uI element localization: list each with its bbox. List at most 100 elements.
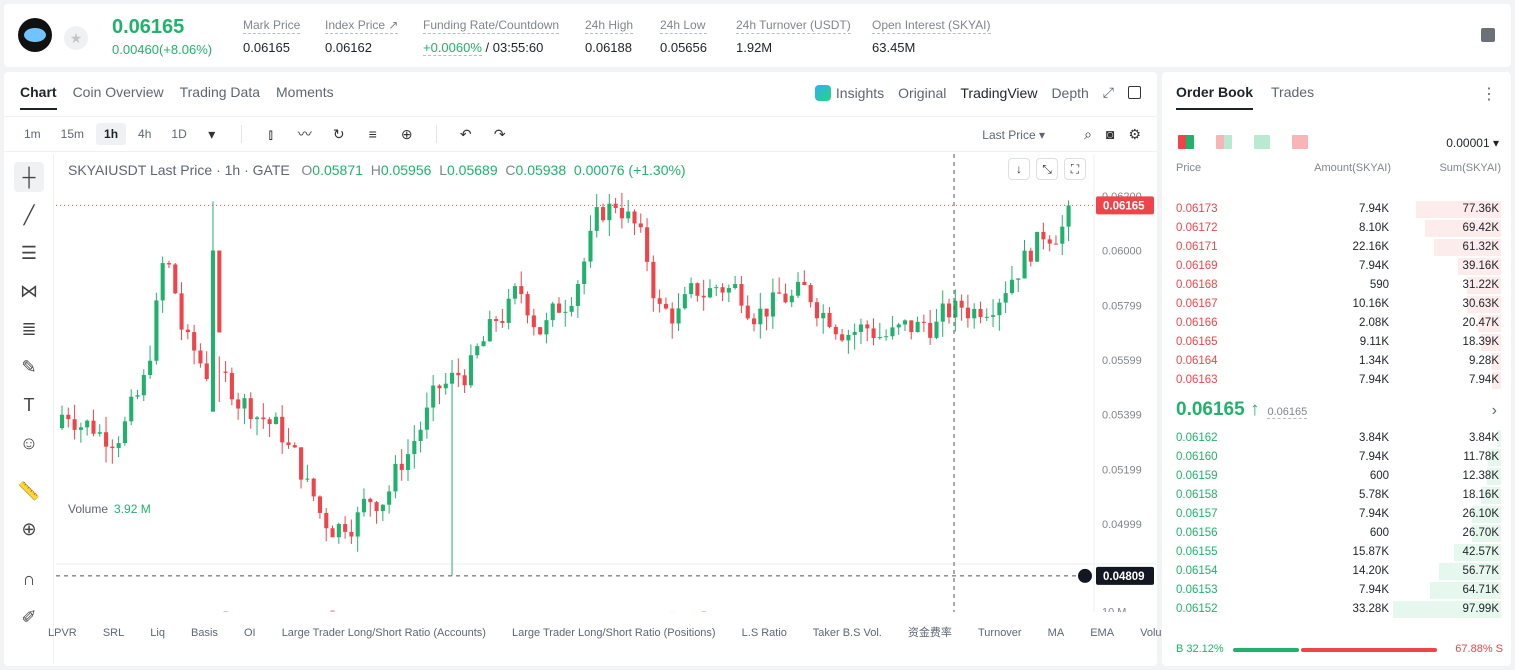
indicator-ema[interactable]: EMA	[1090, 627, 1115, 639]
stat-index-price[interactable]: Index Price ↗ 0.06162	[325, 18, 399, 55]
text-icon[interactable]: T	[23, 394, 35, 415]
camera-icon[interactable]: ◙	[1105, 126, 1115, 142]
indicator-srl[interactable]: SRL	[102, 627, 125, 639]
candle-type-icon[interactable]: ⫾	[268, 126, 273, 142]
candle-body	[1060, 226, 1065, 244]
candle-body	[129, 396, 134, 422]
tab-trading-data[interactable]: Trading Data	[179, 84, 261, 100]
candle-body	[236, 399, 241, 409]
undo-icon[interactable]: ↶	[459, 126, 472, 142]
search-icon[interactable]: ⌕	[1084, 126, 1092, 142]
bid-row[interactable]: 0.06153 7.94K 64.71K	[1162, 581, 1511, 600]
more-options-icon[interactable]: ⋮	[1481, 86, 1497, 103]
tab-depth[interactable]: Depth	[1051, 84, 1089, 101]
indicator-volume[interactable]: Volu	[1140, 627, 1162, 639]
redo-icon[interactable]: ↷	[493, 126, 506, 142]
collapse-icon[interactable]: ⤡	[1036, 158, 1058, 180]
candle-body	[745, 305, 750, 319]
ask-row[interactable]: 0.06165 9.11K 18.39K	[1162, 333, 1511, 352]
candle-body	[657, 298, 662, 304]
book-mixed-icon[interactable]	[1216, 135, 1232, 149]
bid-row[interactable]: 0.06158 5.78K 18.16K	[1162, 486, 1511, 505]
chevron-right-icon[interactable]: ›	[1491, 402, 1497, 419]
tab-trades[interactable]: Trades	[1271, 84, 1315, 100]
book-asks-icon[interactable]	[1292, 135, 1308, 149]
fib-icon[interactable]: ≣	[21, 318, 37, 339]
bid-row[interactable]: 0.06156 600 26.70K	[1162, 524, 1511, 543]
brush-icon[interactable]: ✎	[21, 356, 37, 377]
zoom-in-icon[interactable]: ⊕	[21, 518, 37, 539]
ask-row[interactable]: 0.06172 8.10K 69.42K	[1162, 219, 1511, 238]
ask-row[interactable]: 0.06169 7.94K 39.16K	[1162, 257, 1511, 276]
templates-icon[interactable]: ≡	[368, 126, 377, 142]
tab-tradingview[interactable]: TradingView	[960, 84, 1038, 101]
interval-1h[interactable]: 1h	[96, 123, 127, 145]
add-alert-icon[interactable]: ⊕	[400, 126, 413, 142]
indicator-oi[interactable]: OI	[244, 627, 256, 639]
book-both-icon[interactable]	[1178, 135, 1194, 149]
book-icon[interactable]	[1481, 28, 1495, 42]
bid-row[interactable]: 0.06152 33.28K 97.99K	[1162, 600, 1511, 619]
interval-4h[interactable]: 4h	[138, 127, 152, 141]
ask-row[interactable]: 0.06173 7.94K 77.36K	[1162, 200, 1511, 219]
tab-insights[interactable]: Insights	[814, 84, 884, 101]
bid-row[interactable]: 0.06155 15.87K 42.57K	[1162, 543, 1511, 562]
chevron-down-icon[interactable]: ▾	[208, 126, 216, 142]
indicators-icon[interactable]: 〰	[297, 126, 312, 142]
trend-line-icon[interactable]: ╱	[23, 204, 35, 225]
tab-order-book[interactable]: Order Book	[1176, 84, 1254, 110]
tab-coin-overview[interactable]: Coin Overview	[72, 84, 164, 100]
bid-row[interactable]: 0.06162 3.84K 3.84K	[1162, 429, 1511, 448]
ask-row[interactable]: 0.06163 7.94K 7.94K	[1162, 371, 1511, 390]
ask-row[interactable]: 0.06168 590 31.22K	[1162, 276, 1511, 295]
ask-row[interactable]: 0.06166 2.08K 20.47K	[1162, 314, 1511, 333]
indicator-ls-accounts[interactable]: Large Trader Long/Short Ratio (Accounts)	[281, 627, 486, 639]
favorite-star-icon[interactable]: ★	[64, 26, 88, 50]
mid-price[interactable]: 0.06165 ↑ 0.06165	[1176, 399, 1308, 421]
indicator-ls-ratio[interactable]: L.S Ratio	[741, 627, 787, 639]
indicator-funding-rate[interactable]: 资金费率	[907, 627, 952, 639]
tab-chart[interactable]: Chart	[20, 84, 57, 110]
bid-row[interactable]: 0.06157 7.94K 26.10K	[1162, 505, 1511, 524]
candlestick-chart[interactable]: 0.062000.060000.057990.055990.053990.051…	[56, 154, 1156, 612]
book-bids-icon[interactable]	[1254, 135, 1270, 149]
interval-1d[interactable]: 1D	[171, 127, 187, 141]
arrow-down-icon[interactable]: ↓	[1008, 158, 1030, 180]
price-source-select[interactable]: Last Price ▾	[982, 128, 1045, 142]
horizontal-lines-icon[interactable]: ☰	[20, 242, 38, 263]
tab-moments[interactable]: Moments	[276, 84, 334, 100]
replay-icon[interactable]: ↻	[332, 126, 345, 142]
emoji-icon[interactable]: ☺	[19, 432, 39, 453]
bid-row[interactable]: 0.06160 7.94K 11.78K	[1162, 448, 1511, 467]
magnet-icon[interactable]: ∩	[22, 568, 36, 589]
bid-row[interactable]: 0.06154 14.20K 56.77K	[1162, 562, 1511, 581]
indicator-liq[interactable]: Liq	[150, 627, 165, 639]
expand-icon[interactable]: ⤢	[1102, 84, 1114, 100]
indicator-ls-positions[interactable]: Large Trader Long/Short Ratio (Positions…	[511, 627, 716, 639]
indicator-taker-vol[interactable]: Taker B.S Vol.	[812, 627, 882, 639]
chart-view-tabs: Insights Original TradingView Depth ⤢	[814, 84, 1141, 101]
candle-body	[160, 263, 165, 301]
pencil-lock-icon[interactable]: ✐	[21, 606, 37, 627]
indicator-basis[interactable]: Basis	[191, 627, 218, 639]
bid-row[interactable]: 0.06159 600 12.38K	[1162, 467, 1511, 486]
indicator-ma[interactable]: MA	[1047, 627, 1065, 639]
indicator-turnover[interactable]: Turnover	[977, 627, 1022, 639]
gear-icon[interactable]: ⚙	[1128, 126, 1141, 142]
candle-body	[733, 284, 738, 289]
chart-legend: SKYAIUSDT Last Price · 1h · GATE O0.0587…	[68, 162, 686, 178]
ruler-icon[interactable]: 📏	[17, 480, 41, 501]
crosshair-icon[interactable]: ┼	[14, 162, 44, 192]
ask-row[interactable]: 0.06164 1.34K 9.28K	[1162, 352, 1511, 371]
maximize-icon[interactable]: ⛶	[1064, 158, 1086, 180]
indicator-lpvr[interactable]: LPVR	[48, 627, 77, 639]
precision-select[interactable]: 0.00001 ▾	[1446, 136, 1499, 150]
ask-row[interactable]: 0.06171 22.16K 61.32K	[1162, 238, 1511, 257]
tab-original[interactable]: Original	[898, 84, 947, 101]
window-icon[interactable]	[1128, 86, 1141, 99]
price-tick: 0.06000	[1102, 246, 1142, 258]
ask-row[interactable]: 0.06167 10.16K 30.63K	[1162, 295, 1511, 314]
interval-15m[interactable]: 15m	[60, 127, 85, 141]
interval-1m[interactable]: 1m	[24, 127, 41, 141]
pattern-icon[interactable]: ⋈	[20, 280, 38, 301]
